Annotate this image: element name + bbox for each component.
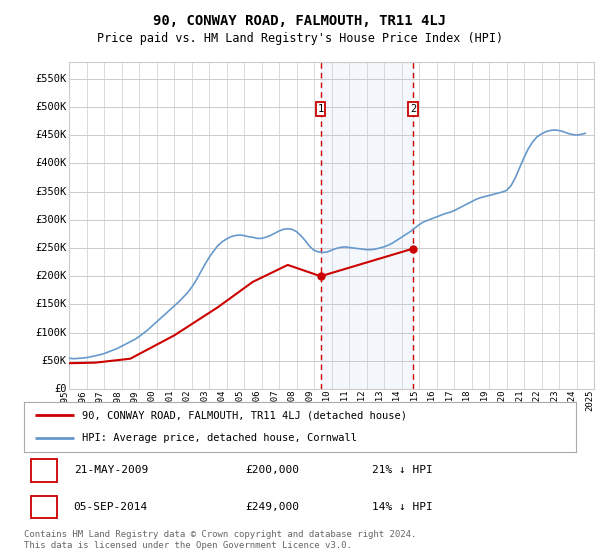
Text: 2020: 2020 xyxy=(497,389,506,410)
Text: 1996: 1996 xyxy=(77,389,86,410)
Text: £0: £0 xyxy=(54,384,67,394)
Text: 2013: 2013 xyxy=(375,389,384,410)
Text: 2022: 2022 xyxy=(533,389,542,410)
Text: 2011: 2011 xyxy=(340,389,349,410)
Bar xyxy=(320,62,413,389)
Text: 90, CONWAY ROAD, FALMOUTH, TR11 4LJ (detached house): 90, CONWAY ROAD, FALMOUTH, TR11 4LJ (det… xyxy=(82,410,407,420)
Text: 05-SEP-2014: 05-SEP-2014 xyxy=(74,502,148,512)
Text: 2002: 2002 xyxy=(182,389,191,410)
Text: 1: 1 xyxy=(40,465,47,475)
Text: 2018: 2018 xyxy=(463,389,472,410)
Text: £400K: £400K xyxy=(35,158,67,168)
Text: £249,000: £249,000 xyxy=(245,502,299,512)
Text: 2021: 2021 xyxy=(515,389,524,410)
Text: 2008: 2008 xyxy=(287,389,296,410)
Text: 2025: 2025 xyxy=(585,389,594,410)
Text: 2: 2 xyxy=(410,104,416,114)
Text: 1999: 1999 xyxy=(130,389,139,410)
Text: 1997: 1997 xyxy=(95,389,104,410)
Text: 2009: 2009 xyxy=(305,389,314,410)
Text: 1: 1 xyxy=(317,104,324,114)
Text: 2004: 2004 xyxy=(218,389,227,410)
Text: 2016: 2016 xyxy=(427,389,437,410)
Text: Contains HM Land Registry data © Crown copyright and database right 2024.
This d: Contains HM Land Registry data © Crown c… xyxy=(24,530,416,550)
Text: 14% ↓ HPI: 14% ↓ HPI xyxy=(372,502,433,512)
Text: £200K: £200K xyxy=(35,271,67,281)
Text: 90, CONWAY ROAD, FALMOUTH, TR11 4LJ: 90, CONWAY ROAD, FALMOUTH, TR11 4LJ xyxy=(154,14,446,28)
Text: 2005: 2005 xyxy=(235,389,244,410)
Bar xyxy=(409,102,418,116)
Text: 21-MAY-2009: 21-MAY-2009 xyxy=(74,465,148,475)
Bar xyxy=(316,102,325,116)
Bar xyxy=(31,496,57,518)
Text: 1998: 1998 xyxy=(113,389,121,410)
Text: £250K: £250K xyxy=(35,243,67,253)
Text: 2014: 2014 xyxy=(392,389,401,410)
Text: 2: 2 xyxy=(40,502,47,512)
Bar xyxy=(31,459,57,482)
Text: 2006: 2006 xyxy=(253,389,262,410)
Text: £300K: £300K xyxy=(35,214,67,225)
Text: £500K: £500K xyxy=(35,102,67,112)
Text: 2012: 2012 xyxy=(358,389,367,410)
Text: 2019: 2019 xyxy=(480,389,489,410)
Text: HPI: Average price, detached house, Cornwall: HPI: Average price, detached house, Corn… xyxy=(82,433,357,444)
Text: 2023: 2023 xyxy=(550,389,559,410)
Text: £50K: £50K xyxy=(41,356,67,366)
Text: 2007: 2007 xyxy=(270,389,279,410)
Text: 1995: 1995 xyxy=(60,389,69,410)
Text: 2003: 2003 xyxy=(200,389,209,410)
Text: £350K: £350K xyxy=(35,186,67,197)
Text: 2015: 2015 xyxy=(410,389,419,410)
Text: £150K: £150K xyxy=(35,300,67,310)
Text: £550K: £550K xyxy=(35,73,67,83)
Text: £200,000: £200,000 xyxy=(245,465,299,475)
Text: 2024: 2024 xyxy=(568,389,577,410)
Text: £100K: £100K xyxy=(35,328,67,338)
Text: 2017: 2017 xyxy=(445,389,454,410)
Text: 2000: 2000 xyxy=(148,389,157,410)
Text: 21% ↓ HPI: 21% ↓ HPI xyxy=(372,465,433,475)
Text: 2001: 2001 xyxy=(165,389,174,410)
Text: Price paid vs. HM Land Registry's House Price Index (HPI): Price paid vs. HM Land Registry's House … xyxy=(97,32,503,45)
Text: £450K: £450K xyxy=(35,130,67,140)
Text: 2010: 2010 xyxy=(323,389,331,410)
